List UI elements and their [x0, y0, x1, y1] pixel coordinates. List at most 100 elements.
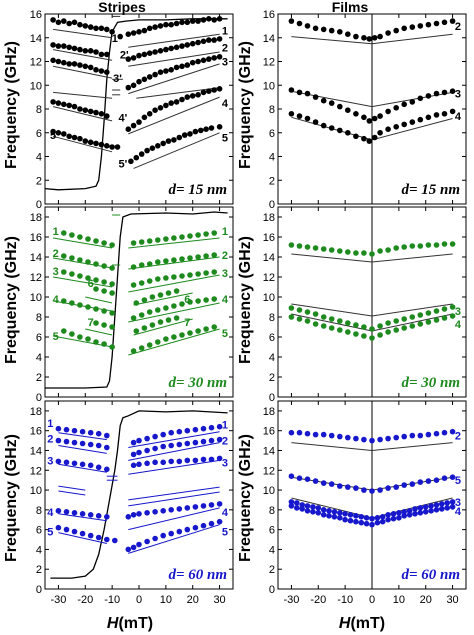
- data-point: [85, 275, 91, 281]
- theory-line: [58, 445, 107, 454]
- data-point: [79, 428, 86, 435]
- data-point: [328, 325, 335, 331]
- data-point: [401, 121, 408, 128]
- data-point: [87, 64, 94, 71]
- data-point: [216, 36, 223, 42]
- data-point: [82, 23, 89, 29]
- y-tick-label: 10: [30, 292, 42, 304]
- data-point: [208, 424, 215, 431]
- data-point: [206, 56, 212, 62]
- data-point: [61, 298, 67, 304]
- data-point: [377, 130, 383, 136]
- mode-label: 3: [455, 497, 461, 509]
- data-point: [144, 538, 150, 545]
- data-point: [160, 443, 166, 450]
- theory-line: [136, 87, 220, 99]
- data-point: [296, 429, 303, 436]
- y-tick-label: 10: [30, 80, 42, 92]
- data-point: [195, 271, 201, 277]
- theory-line: [133, 292, 193, 306]
- data-point: [130, 122, 137, 129]
- data-point: [77, 62, 83, 68]
- data-point: [179, 301, 185, 307]
- data-point: [211, 230, 217, 236]
- data-point: [211, 324, 217, 330]
- data-point: [160, 459, 166, 466]
- data-point: [144, 447, 150, 454]
- data-point: [441, 89, 448, 96]
- data-point: [163, 46, 169, 53]
- data-point: [85, 259, 91, 265]
- data-point: [328, 100, 335, 106]
- y-tick-label: 16: [30, 232, 42, 244]
- data-point: [130, 264, 137, 270]
- data-point: [82, 107, 89, 113]
- y-tick-label: 8: [269, 312, 275, 324]
- data-point: [385, 512, 391, 518]
- data-point: [377, 332, 383, 338]
- data-point: [444, 505, 451, 511]
- y-tick-label: 2: [269, 372, 275, 384]
- data-point: [87, 48, 94, 54]
- data-point: [157, 23, 164, 29]
- data-point: [304, 244, 311, 250]
- x-tick-label: 20: [420, 594, 432, 606]
- data-point: [425, 478, 432, 484]
- theory-line: [128, 486, 220, 501]
- data-point: [385, 30, 391, 36]
- data-point: [369, 437, 375, 444]
- data-point: [155, 307, 161, 313]
- data-point: [82, 63, 89, 70]
- data-point: [304, 430, 311, 437]
- data-point: [417, 432, 424, 439]
- data-point: [171, 303, 177, 309]
- data-point: [104, 536, 110, 543]
- data-point: [320, 97, 327, 104]
- data-point: [61, 43, 67, 49]
- data-point: [157, 105, 164, 111]
- mode-label: 2: [222, 250, 228, 262]
- y-tick-label: 4: [269, 352, 275, 364]
- data-point: [401, 433, 408, 440]
- data-point: [288, 314, 295, 320]
- data-point: [358, 514, 365, 520]
- data-point: [449, 241, 456, 247]
- data-point: [331, 509, 338, 515]
- data-point: [144, 147, 150, 154]
- data-point: [117, 33, 123, 40]
- data-point: [77, 334, 83, 340]
- data-point: [71, 61, 78, 67]
- data-point: [163, 68, 169, 74]
- data-point: [328, 432, 335, 439]
- data-point: [353, 133, 359, 140]
- data-point: [98, 25, 105, 32]
- data-point: [401, 316, 408, 322]
- data-point: [449, 499, 456, 505]
- y-tick-label: 12: [263, 465, 275, 477]
- data-point: [425, 21, 432, 28]
- data-point: [312, 431, 319, 438]
- data-point: [63, 526, 70, 533]
- data-point: [353, 322, 359, 328]
- data-point: [401, 482, 408, 488]
- data-point: [203, 231, 209, 237]
- data-point: [345, 31, 351, 37]
- y-tick-label: 8: [36, 505, 42, 517]
- theory-line: [128, 96, 220, 135]
- data-point: [441, 429, 448, 436]
- data-point: [361, 333, 367, 339]
- theory-line: [371, 303, 453, 317]
- theory-line: [291, 303, 373, 317]
- y-tick-label: 12: [30, 272, 42, 284]
- y-tick-label: 16: [263, 9, 275, 21]
- data-point: [345, 329, 351, 335]
- x-axis-label-right-symbol: H: [339, 615, 351, 632]
- mode-label: 4: [47, 507, 54, 519]
- theory-line: [128, 237, 220, 249]
- data-point: [109, 144, 115, 150]
- x-tick-label: 30: [213, 594, 225, 606]
- data-point: [104, 113, 110, 119]
- theory-line: [291, 253, 373, 263]
